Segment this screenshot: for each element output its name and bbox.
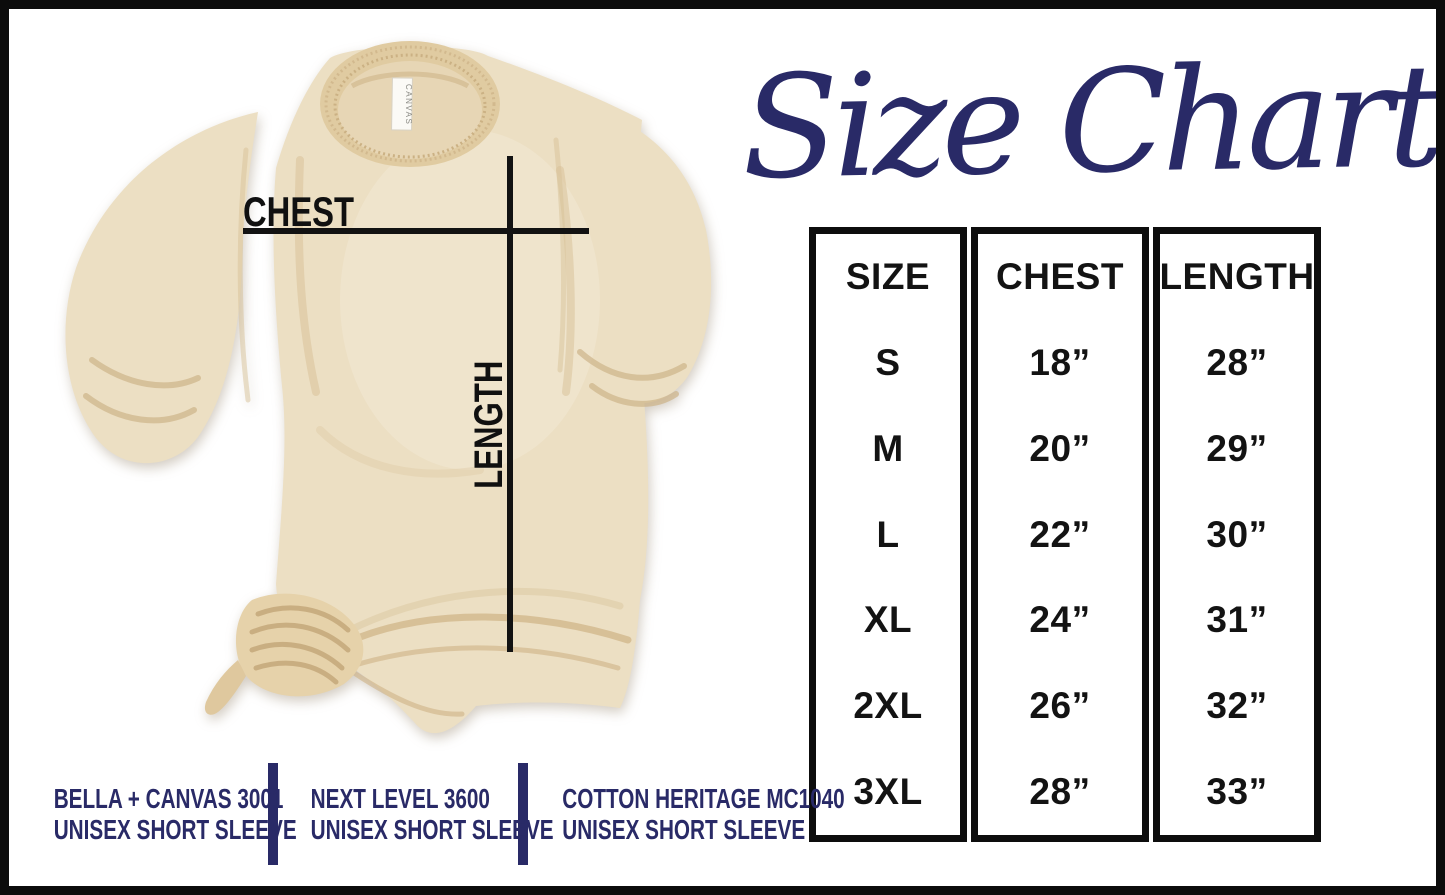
column-header-length: LENGTH [1159, 255, 1315, 297]
neck-tag: CANVAS [391, 77, 413, 131]
size-table-cell-size: XL [863, 599, 913, 641]
size-table-cell-size: L [876, 513, 900, 555]
column-header-size: SIZE [845, 255, 931, 297]
knot [204, 593, 364, 715]
chest-measure-label: CHEST [243, 188, 355, 235]
tshirt-photo: CANVAS [65, 41, 712, 734]
size-table-cell-length: 32” [1206, 685, 1268, 727]
brand-divider [518, 763, 528, 865]
size-table-cell-length: 30” [1206, 513, 1268, 555]
size-table-cell-chest: 18” [1029, 341, 1091, 383]
size-table-cell-chest: 20” [1029, 427, 1091, 469]
column-header-chest: CHEST [996, 255, 1124, 297]
size-table-cell-chest: 24” [1029, 599, 1091, 641]
size-table-cell-length: 33” [1206, 771, 1268, 813]
chest-measure-line [243, 228, 589, 234]
size-table-cell-chest: 22” [1029, 513, 1091, 555]
size-table-cell-length: 31” [1206, 599, 1268, 641]
size-table-cell-length: 28” [1206, 341, 1268, 383]
neck-tag-text: CANVAS [404, 84, 413, 125]
brand-cotton-heritage: COTTON HERITAGE MC1040 UNISEX SHORT SLEE… [562, 783, 845, 845]
page-title: Size Chart [740, 33, 1440, 211]
size-table-cell-size: 2XL [853, 685, 923, 727]
footer-brand-strip: BELLA + CANVAS 3001 UNISEX SHORT SLEEVE … [22, 760, 845, 868]
size-table-cell-size: M [872, 427, 904, 469]
shirt-body [273, 46, 649, 734]
brand-next-level: NEXT LEVEL 3600 UNISEX SHORT SLEEVE [310, 783, 554, 845]
length-measure-line [507, 156, 513, 652]
size-table-cell-size: S [875, 341, 901, 383]
left-sleeve [65, 112, 258, 464]
size-table-cell-chest: 28” [1029, 771, 1091, 813]
length-measure-label: LENGTH [467, 360, 511, 490]
fabric-highlight [340, 130, 600, 470]
size-table-column-length: LENGTH 28” 29” 30” 31” 32” 33” [1153, 227, 1321, 842]
brand-bella-canvas: BELLA + CANVAS 3001 UNISEX SHORT SLEEVE [53, 783, 297, 845]
size-table-cell-size: 3XL [853, 771, 923, 813]
brand-divider [268, 763, 278, 865]
size-table-column-chest: CHEST 18” 20” 22” 24” 26” 28” [971, 227, 1149, 842]
size-table-cell-length: 29” [1206, 427, 1268, 469]
size-table-column-size: SIZE S M L XL 2XL 3XL [809, 227, 967, 842]
fabric-folds [83, 137, 687, 717]
size-table-cell-chest: 26” [1029, 685, 1091, 727]
size-table: SIZE S M L XL 2XL 3XL CHEST 18” 20” 22” 24” 26” 28… [809, 227, 1321, 842]
